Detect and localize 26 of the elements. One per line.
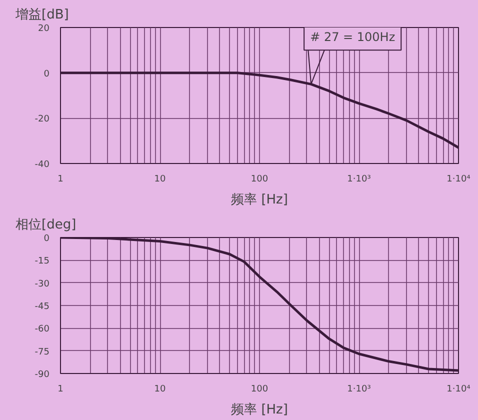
y-axis-title: 相位[deg]	[16, 218, 76, 232]
y-tick-label: 20	[38, 24, 50, 34]
y-tick-label: -75	[34, 347, 50, 358]
y-tick-label: 0	[44, 234, 50, 244]
y-tick-label: -30	[34, 279, 50, 290]
x-tick-label: 1·10³	[347, 384, 372, 394]
x-axis-title: 频率 [Hz]	[231, 402, 288, 418]
x-tick-label: 1·10⁴	[446, 174, 471, 184]
y-tick-label: -45	[34, 302, 50, 312]
y-tick-label: -20	[34, 114, 50, 125]
x-tick-label: 1	[58, 384, 64, 394]
x-tick-label: 100	[250, 384, 268, 394]
x-axis-title: 频率 [Hz]	[231, 192, 288, 208]
y-axis-title: 增益[dB]	[14, 8, 69, 22]
x-tick-label: 1·10⁴	[446, 384, 471, 394]
y-tick-label: -60	[34, 324, 50, 335]
x-tick-label: 100	[250, 174, 268, 184]
x-tick-label: 1·10³	[347, 174, 372, 184]
x-tick-label: 10	[154, 384, 166, 394]
annotation: # 27 = 100Hz	[310, 30, 396, 44]
x-tick-label: 10	[154, 174, 166, 184]
y-tick-label: 0	[44, 69, 50, 80]
y-tick-label: -15	[34, 256, 50, 267]
x-tick-label: 1	[58, 174, 64, 184]
y-tick-label: -40	[34, 160, 50, 170]
y-tick-label: -90	[34, 370, 50, 380]
